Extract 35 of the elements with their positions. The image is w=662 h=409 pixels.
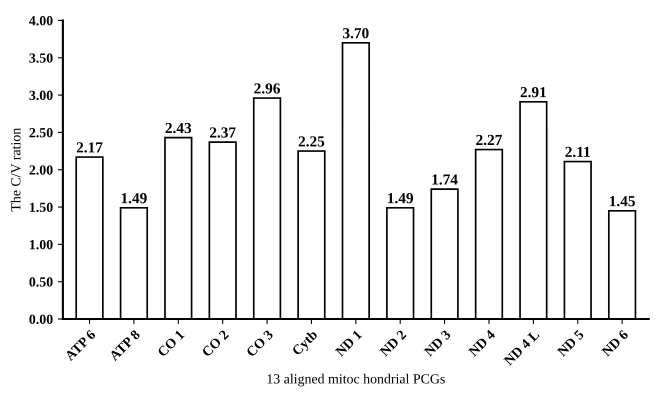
y-tick-label: 1.50 [30, 202, 53, 212]
y-tick-label: 0.50 [29, 277, 53, 287]
data-label: 3.70 [343, 28, 369, 38]
x-tick-label: CO 1 [156, 330, 185, 358]
data-label: 2.96 [254, 83, 280, 94]
y-tick-label: 3.00 [29, 90, 53, 100]
data-label: 1.45 [610, 196, 635, 206]
x-tick-label: Cytb [291, 329, 320, 358]
data-label: 1.49 [122, 193, 147, 204]
y-axis-title: The C/V ration [10, 128, 21, 212]
x-tick-label: ND 1 [334, 330, 362, 357]
x-tick-label: ND 3 [424, 329, 452, 358]
x-tick-label: ND 5 [556, 329, 584, 358]
x-axis-title: 13 aligned mitoc hondrial PCGs [268, 374, 445, 386]
x-tick-label: CO 3 [246, 329, 274, 358]
data-label: 2.37 [210, 127, 236, 138]
x-tick-label: ND 4 [468, 329, 496, 357]
y-tick-label: 4.00 [29, 16, 53, 26]
y-tick-label: 3.50 [29, 53, 53, 63]
data-label: 1.74 [432, 174, 458, 185]
x-tick-label: ND 4 L [503, 330, 540, 366]
y-tick-label: 0.00 [29, 314, 53, 324]
y-tick-label: 2.00 [29, 165, 53, 175]
data-label: 2.91 [520, 87, 546, 98]
data-label: 2.27 [476, 134, 502, 146]
data-label: 2.11 [565, 146, 590, 158]
data-label: 1.49 [388, 193, 414, 204]
data-label: 2.17 [76, 142, 103, 153]
x-tick-label: ND 6 [601, 329, 629, 358]
data-label: 2.25 [298, 136, 324, 147]
data-label: 2.43 [166, 122, 192, 134]
y-tick-label: 2.50 [29, 128, 53, 138]
x-tick-label: CO 2 [201, 329, 230, 358]
x-tick-label: ND 2 [379, 329, 407, 357]
y-tick-label: 1.00 [30, 240, 53, 250]
